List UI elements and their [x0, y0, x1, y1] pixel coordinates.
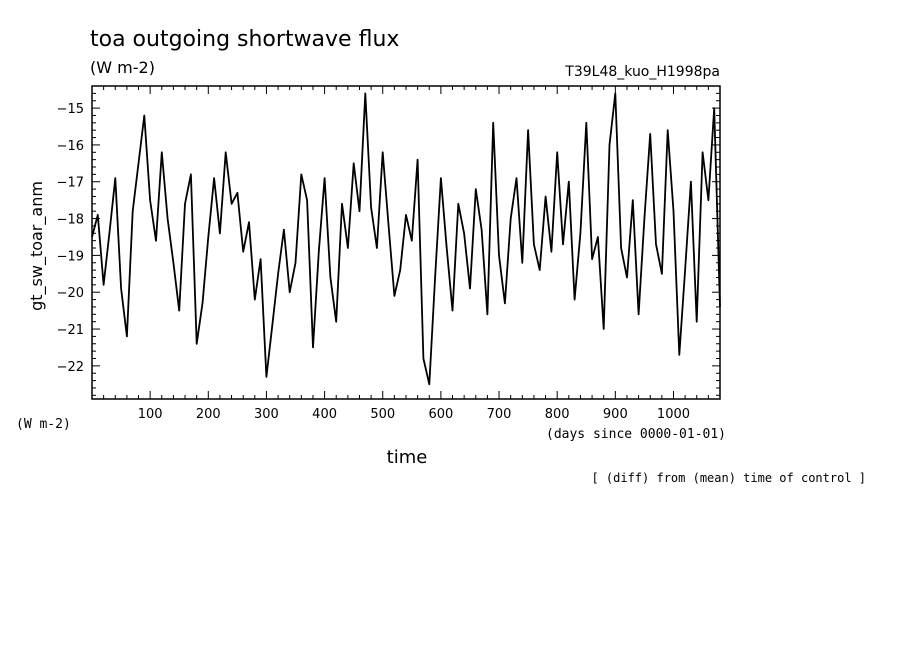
x-tick-label: 500: [370, 407, 395, 422]
y-axis-label: gt_sw_toar_anm: [27, 181, 47, 311]
x-tick-label: 400: [312, 407, 337, 422]
chart-title: toa outgoing shortwave flux: [90, 27, 399, 52]
y-tick-label: −19: [57, 249, 84, 264]
x-axis: 100 200 300 400 500 600 700 800 900 1000: [103, 86, 709, 422]
series-line-0: [91, 92, 721, 386]
y-tick-label: −15: [57, 102, 84, 117]
y-tick-label: −18: [57, 213, 84, 228]
y-units-label: (W m-2): [16, 417, 71, 432]
x-tick-label: 100: [138, 407, 163, 422]
comparison-note: [ (diff) from (mean) time of control ]: [591, 471, 866, 485]
x-tick-label: 200: [196, 407, 221, 422]
y-tick-label: −21: [57, 323, 84, 338]
x-units-label: (days since 0000-01-01): [546, 427, 726, 442]
series-layer: [91, 92, 721, 386]
units-label: (W m-2): [90, 58, 155, 77]
x-tick-label: 300: [254, 407, 279, 422]
x-axis-label: time: [387, 447, 428, 468]
run-label: T39L48_kuo_H1998pa: [564, 64, 720, 80]
y-tick-label: −17: [57, 176, 84, 191]
y-tick-label: −22: [57, 360, 84, 375]
y-tick-label: −16: [57, 139, 84, 154]
y-axis: −22 −21 −20 −19 −18 −17 −16 −15: [57, 85, 720, 396]
x-tick-label: 900: [603, 407, 628, 422]
plot-frame: [91, 85, 721, 400]
x-tick-label: 1000: [657, 407, 690, 422]
x-tick-label: 700: [487, 407, 512, 422]
x-tick-label: 600: [428, 407, 453, 422]
y-tick-label: −20: [57, 286, 84, 301]
x-tick-label: 800: [545, 407, 570, 422]
